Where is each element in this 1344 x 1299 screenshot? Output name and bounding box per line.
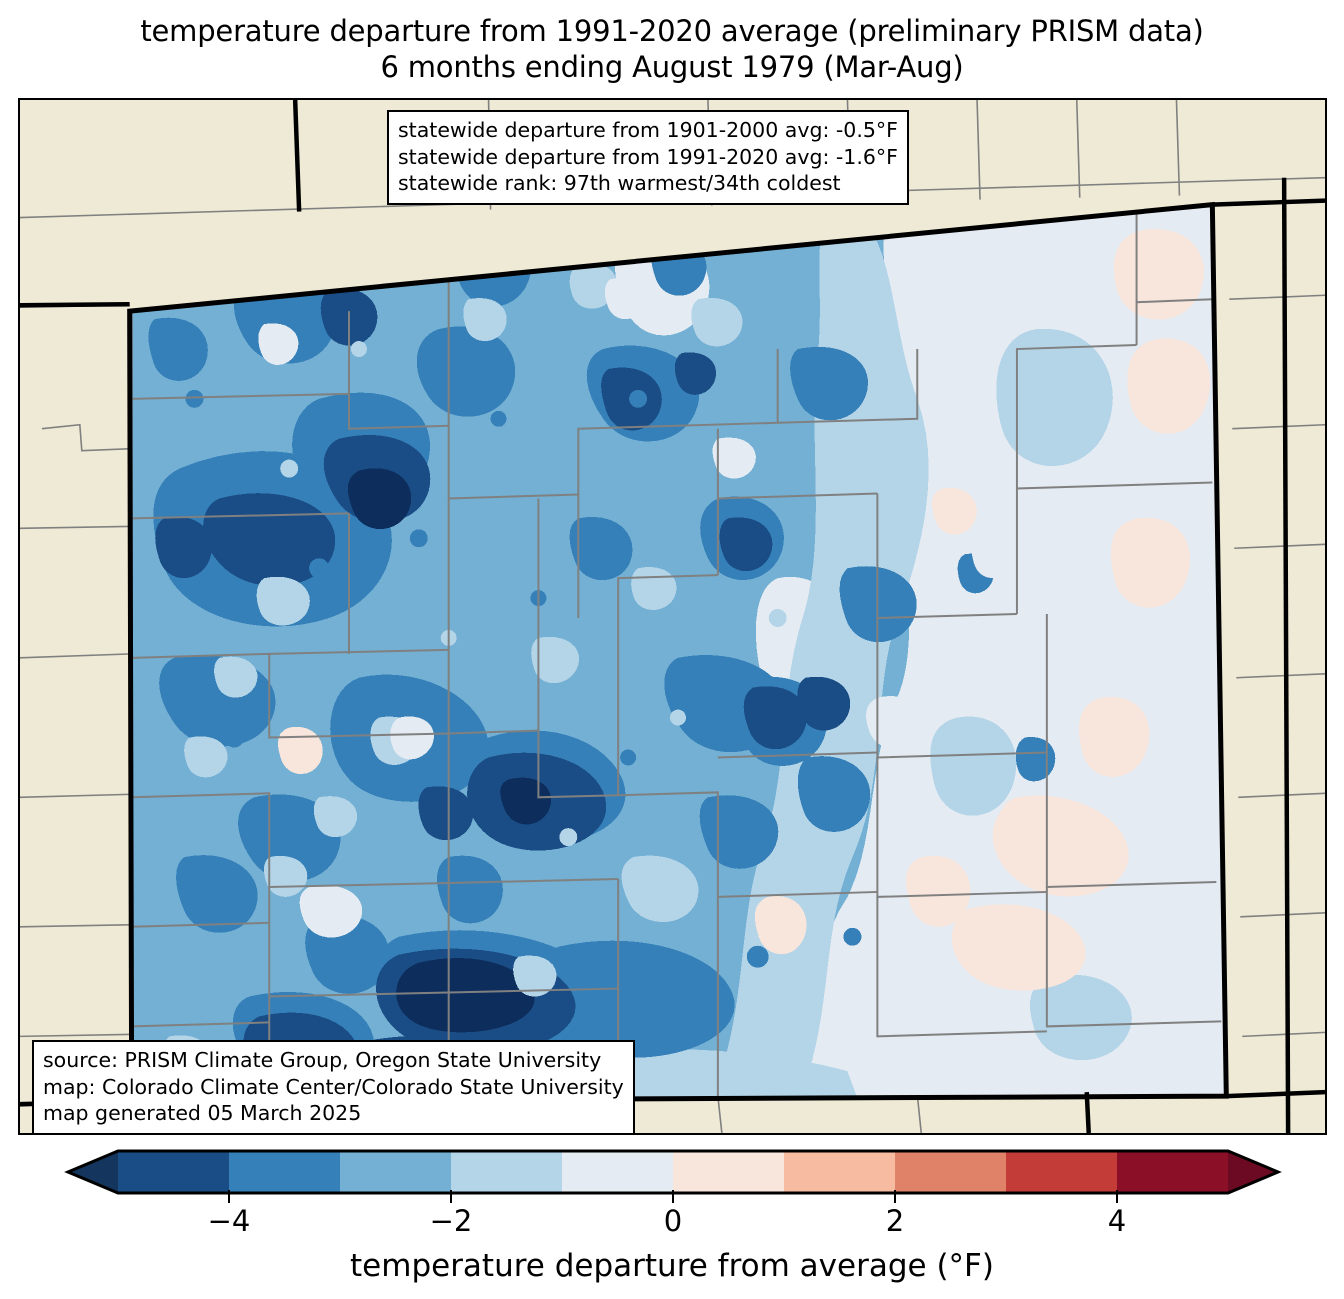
- colorbar-band-6: [784, 1151, 896, 1193]
- colorbar-band-9: [1117, 1151, 1229, 1193]
- colorbar-tick: [1116, 1190, 1118, 1203]
- colorbar-band-4: [562, 1151, 674, 1193]
- source-map: map: Colorado Climate Center/Colorado St…: [43, 1074, 624, 1099]
- colorbar-under-cap: [68, 1151, 118, 1193]
- title-line-2: 6 months ending August 1979 (Mar-Aug): [380, 49, 964, 84]
- colorbar-tick-label: 0: [663, 1204, 683, 1238]
- colorbar-tick-label: −4: [207, 1204, 251, 1238]
- temperature-departure-field: [129, 204, 1227, 1102]
- colorbar-axis-label: temperature departure from average (°F): [350, 1248, 994, 1284]
- colorbar-gradient: [0, 1146, 1344, 1198]
- colorbar-band-3: [451, 1151, 563, 1193]
- colorbar: −4 −2 0 2 4 temperature departure from avera…: [0, 1146, 1344, 1299]
- colorbar-band-7: [895, 1151, 1007, 1193]
- colorbar-band-1: [229, 1151, 341, 1193]
- map-frame: [18, 98, 1327, 1135]
- statewide-statistics-box: statewide departure from 1901-2000 avg: …: [387, 110, 909, 205]
- colorbar-tick: [894, 1190, 896, 1203]
- source-data: source: PRISM Climate Group, Oregon Stat…: [43, 1048, 602, 1072]
- colorbar-band-0: [118, 1151, 230, 1193]
- colorbar-tick-label: −2: [429, 1204, 473, 1238]
- colorbar-band-2: [340, 1151, 452, 1193]
- colorado-temperature-departure-map: [20, 100, 1325, 1133]
- colorbar-tick-label: 2: [885, 1204, 905, 1238]
- colorbar-over-cap: [1228, 1151, 1278, 1193]
- colorbar-tick-labels: −4 −2 0 2 4: [0, 1204, 1344, 1244]
- stat-departure-1991-2020: statewide departure from 1991-2020 avg: …: [398, 144, 898, 169]
- colorbar-band-8: [1006, 1151, 1118, 1193]
- stat-departure-1901-2000: statewide departure from 1901-2000 avg: …: [398, 118, 898, 142]
- stat-statewide-rank: statewide rank: 97th warmest/34th coldes…: [398, 171, 841, 196]
- source-attribution-box: source: PRISM Climate Group, Oregon Stat…: [32, 1040, 635, 1135]
- colorbar-tick-label: 4: [1107, 1204, 1127, 1238]
- colorbar-tick: [228, 1190, 230, 1203]
- source-generated-date: map generated 05 March 2025: [43, 1101, 362, 1126]
- colorbar-tick: [672, 1190, 674, 1203]
- title-line-1: temperature departure from 1991-2020 ave…: [140, 14, 1204, 48]
- colorbar-band-5: [673, 1151, 785, 1193]
- page-title: temperature departure from 1991-2020 ave…: [0, 14, 1344, 86]
- colorbar-tickmarks: [0, 1190, 1344, 1204]
- colorbar-tick: [450, 1190, 452, 1203]
